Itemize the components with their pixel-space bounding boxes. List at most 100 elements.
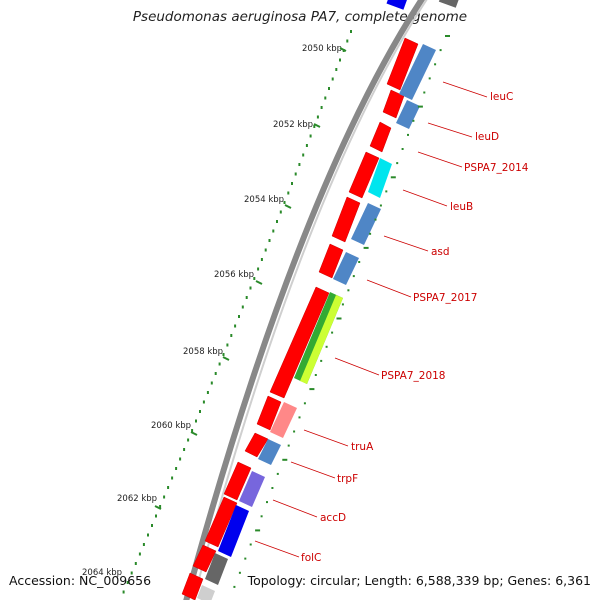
gc-skew-dot xyxy=(341,303,344,306)
gc-dot xyxy=(175,467,178,470)
gene-label-truA[interactable]: truA xyxy=(351,441,374,453)
gc-skew-dot xyxy=(276,472,279,475)
gc-dot xyxy=(122,590,125,594)
gc-dot xyxy=(335,68,338,71)
gc-skew-dot xyxy=(401,148,404,150)
cds-feature[interactable] xyxy=(256,395,282,431)
gc-skew-dot xyxy=(314,374,317,376)
tick-label: 2056 kbp xyxy=(214,270,254,280)
gc-skew-dot xyxy=(363,246,369,249)
cog-feature[interactable] xyxy=(351,203,381,245)
gene-label-folC[interactable]: folC xyxy=(301,552,321,564)
gc-dot xyxy=(199,410,201,413)
gc-dot xyxy=(287,191,290,195)
gc-skew-dot xyxy=(439,49,442,52)
gc-dot xyxy=(279,210,282,214)
gc-skew-dot xyxy=(287,444,290,447)
gc-dot xyxy=(241,305,244,309)
gc-content-track xyxy=(122,30,352,594)
cds-feature[interactable] xyxy=(204,496,238,548)
cog-feature[interactable] xyxy=(368,158,392,198)
accession-info: Accession: NC_009656 xyxy=(9,573,151,588)
gc-skew-dot xyxy=(407,133,409,136)
genes-label: Genes: xyxy=(507,573,552,588)
gc-dot xyxy=(126,581,129,584)
gene-label-leuC[interactable]: leuC xyxy=(490,91,513,103)
cds-feature[interactable] xyxy=(181,572,204,600)
gc-dot xyxy=(268,239,271,242)
gc-skew-dot xyxy=(298,416,301,419)
cog-feature[interactable] xyxy=(205,553,228,585)
gc-dot xyxy=(191,429,194,432)
gc-skew-dot xyxy=(293,430,296,433)
cog-feature[interactable] xyxy=(258,439,281,465)
cog-feature[interactable] xyxy=(333,252,359,285)
gc-dot xyxy=(130,571,133,575)
tick-label: 2062 kbp xyxy=(117,494,157,504)
genome-title: Pseudomonas aeruginosa PA7, complete gen… xyxy=(132,9,468,25)
gc-dot xyxy=(238,315,240,318)
gc-dot xyxy=(316,115,319,119)
gene-label-PSPA7_2017[interactable]: PSPA7_2017 xyxy=(413,292,478,304)
cog-feature[interactable] xyxy=(218,505,249,557)
cog-feature[interactable] xyxy=(399,44,436,100)
gc-skew-dot xyxy=(390,176,396,179)
gc-skew-dot xyxy=(358,261,361,263)
gc-dot xyxy=(264,248,267,252)
gene-label-leuD[interactable]: leuD xyxy=(475,131,499,143)
gc-dot xyxy=(305,144,308,147)
gc-skew-dot xyxy=(266,501,268,504)
cds-track xyxy=(181,37,419,600)
cds-feature[interactable] xyxy=(369,121,392,153)
cds-feature[interactable] xyxy=(331,196,361,243)
cog-feature[interactable] xyxy=(300,295,343,384)
genome-summary: Topology: circular; Length: 6,588,339 bp… xyxy=(247,573,591,588)
gc-dot xyxy=(346,39,349,43)
cds-feature[interactable] xyxy=(386,0,408,10)
gc-skew-track xyxy=(233,35,450,588)
length-value: 6,588,339 bp xyxy=(415,573,500,588)
gene-label-accD[interactable]: accD xyxy=(320,512,346,524)
tick-label: 2058 kbp xyxy=(183,347,223,357)
gc-dot xyxy=(230,334,233,337)
cog-feature[interactable] xyxy=(239,471,265,507)
gene-label-trpF[interactable]: trpF xyxy=(337,473,358,485)
gene-label-asd[interactable]: asd xyxy=(431,246,450,258)
gc-dot xyxy=(151,524,153,527)
gene-label-PSPA7_2018[interactable]: PSPA7_2018 xyxy=(381,370,446,382)
gc-dot xyxy=(276,220,278,223)
backbone xyxy=(183,0,428,600)
gc-dot xyxy=(202,400,205,404)
gc-dot xyxy=(234,324,237,328)
gc-skew-dot xyxy=(347,289,350,292)
cog-feature[interactable] xyxy=(197,585,215,600)
cds-feature[interactable] xyxy=(318,243,344,279)
gc-dot xyxy=(260,258,263,261)
gc-dot xyxy=(210,381,213,385)
gene-label-leuB[interactable]: leuB xyxy=(450,201,473,213)
gc-skew-dot xyxy=(255,529,261,532)
gc-skew-dot xyxy=(309,388,315,391)
gc-dot xyxy=(147,533,149,537)
accession-label: Accession: xyxy=(9,573,76,588)
cds-feature[interactable] xyxy=(438,0,460,8)
gc-skew-dot xyxy=(249,543,252,546)
gc-dot xyxy=(222,353,225,356)
gc-skew-dot xyxy=(325,345,328,348)
cog-feature[interactable] xyxy=(396,100,420,129)
cds-feature[interactable] xyxy=(223,461,252,501)
topology-label: Topology: xyxy=(247,573,307,588)
cds-feature[interactable] xyxy=(348,151,380,199)
cds-feature[interactable] xyxy=(386,37,419,91)
gc-dot xyxy=(253,277,256,280)
cog-track xyxy=(197,44,436,600)
tick-label: 2054 kbp xyxy=(244,195,284,205)
cds-feature[interactable] xyxy=(244,432,269,458)
cds-feature[interactable] xyxy=(269,286,330,399)
tick-label: 2064 kbp xyxy=(82,568,122,578)
gc-skew-dot xyxy=(396,162,399,165)
cds-feature[interactable] xyxy=(192,544,217,573)
cog-feature[interactable] xyxy=(270,402,297,438)
gc-skew-dot xyxy=(374,218,377,221)
gene-label-PSPA7_2014[interactable]: PSPA7_2014 xyxy=(464,162,529,174)
